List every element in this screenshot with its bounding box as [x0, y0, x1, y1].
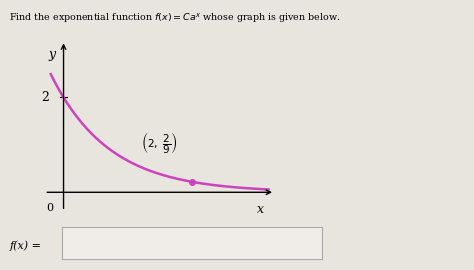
Text: y: y: [48, 48, 55, 61]
Text: 2: 2: [42, 91, 49, 104]
Text: 0: 0: [46, 203, 53, 213]
Text: Find the exponential function $f(x) = Ca^x$ whose graph is given below.: Find the exponential function $f(x) = Ca…: [9, 11, 341, 25]
Text: x: x: [257, 203, 264, 216]
Text: $\left(2,\ \dfrac{2}{9}\right)$: $\left(2,\ \dfrac{2}{9}\right)$: [141, 130, 178, 156]
Text: f(x) =: f(x) =: [9, 240, 42, 251]
